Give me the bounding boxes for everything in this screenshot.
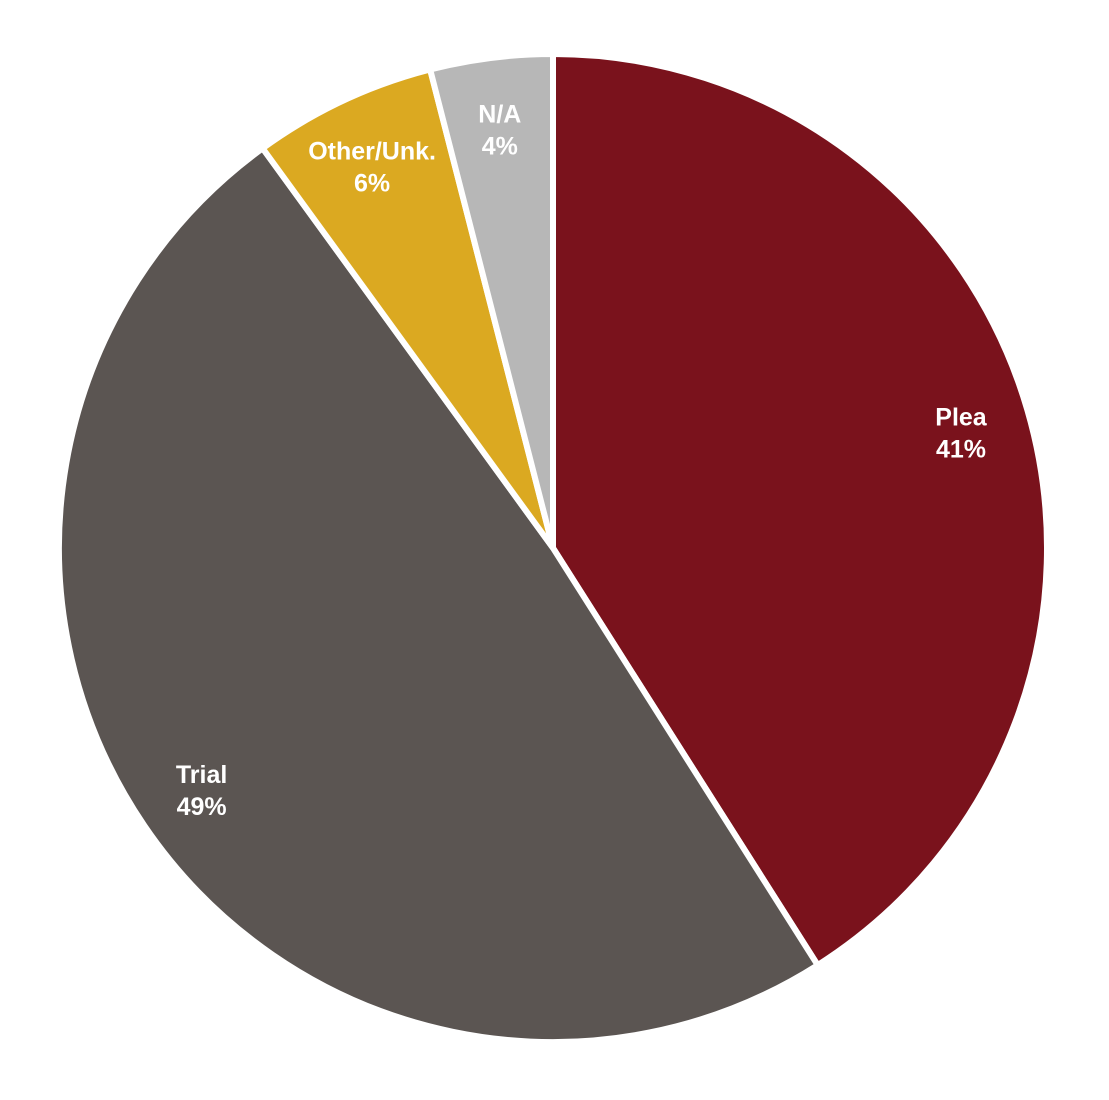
slices-layer <box>56 50 1051 1045</box>
slice-label-percent: 49% <box>177 793 227 821</box>
labels-layer: Plea 41% Trial 49% Other/Unk. 6% N/A 4% <box>176 101 988 821</box>
pie-slice-other-unk <box>258 65 556 550</box>
slice-label-name: Plea <box>935 404 988 432</box>
slice-label-plea: Plea 41% <box>935 404 988 464</box>
slice-label-trial: Trial 49% <box>176 761 227 821</box>
slice-label-percent: 4% <box>482 133 518 161</box>
slice-label-percent: 41% <box>936 436 986 464</box>
pie-slice-n-a <box>426 50 556 549</box>
slice-label-other-unk: Other/Unk. 6% <box>308 138 436 198</box>
slice-label-name: Trial <box>176 761 227 789</box>
slice-label-name: Other/Unk. <box>308 138 436 166</box>
slice-label-n-a: N/A 4% <box>478 101 521 161</box>
pie-slice-trial <box>56 144 822 1045</box>
slice-label-percent: 6% <box>354 170 390 198</box>
slice-label-name: N/A <box>478 101 521 129</box>
